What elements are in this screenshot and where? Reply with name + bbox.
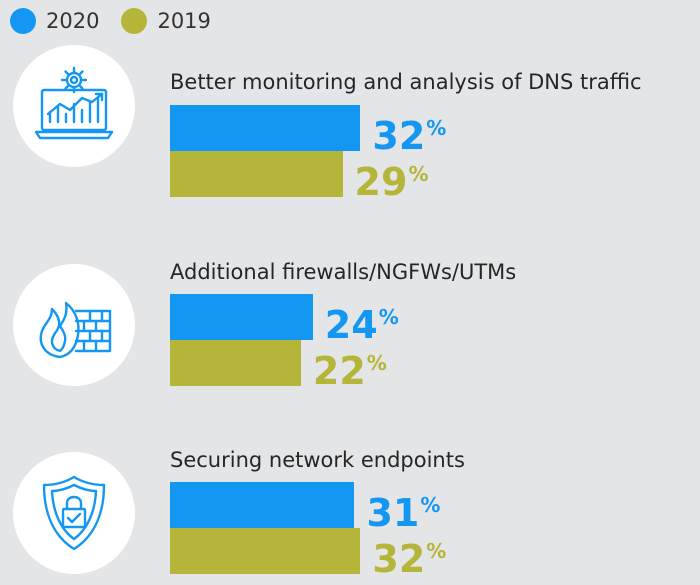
group-title: Securing network endpoints — [170, 448, 465, 472]
group-title: Better monitoring and analysis of DNS tr… — [170, 70, 642, 94]
legend: 2020 2019 — [10, 8, 233, 34]
legend-item-2020: 2020 — [10, 8, 99, 34]
data-label-2019: 32% — [372, 537, 447, 581]
data-label-2019: 22% — [312, 349, 387, 393]
monitoring-chart-icon — [13, 45, 135, 167]
firewall-flame-icon — [13, 264, 135, 386]
data-label-2020: 31% — [366, 491, 441, 535]
data-label-2020: 32% — [372, 114, 447, 158]
bar-2020 — [170, 294, 313, 340]
data-label-2019: 29% — [354, 160, 429, 204]
legend-dot-2020 — [10, 8, 36, 34]
bar-2020 — [170, 482, 355, 528]
bar-2019 — [170, 528, 361, 574]
legend-label-2019: 2019 — [157, 9, 211, 33]
bar-2019 — [170, 340, 301, 386]
shield-lock-icon — [13, 452, 135, 574]
data-label-2020: 24% — [324, 303, 399, 347]
bar-2020 — [170, 105, 361, 151]
legend-dot-2019 — [121, 8, 148, 34]
bar-2019 — [170, 151, 343, 197]
legend-item-2019: 2019 — [121, 8, 211, 34]
group-title: Additional firewalls/NGFWs/UTMs — [170, 260, 517, 284]
legend-label-2020: 2020 — [46, 9, 100, 33]
